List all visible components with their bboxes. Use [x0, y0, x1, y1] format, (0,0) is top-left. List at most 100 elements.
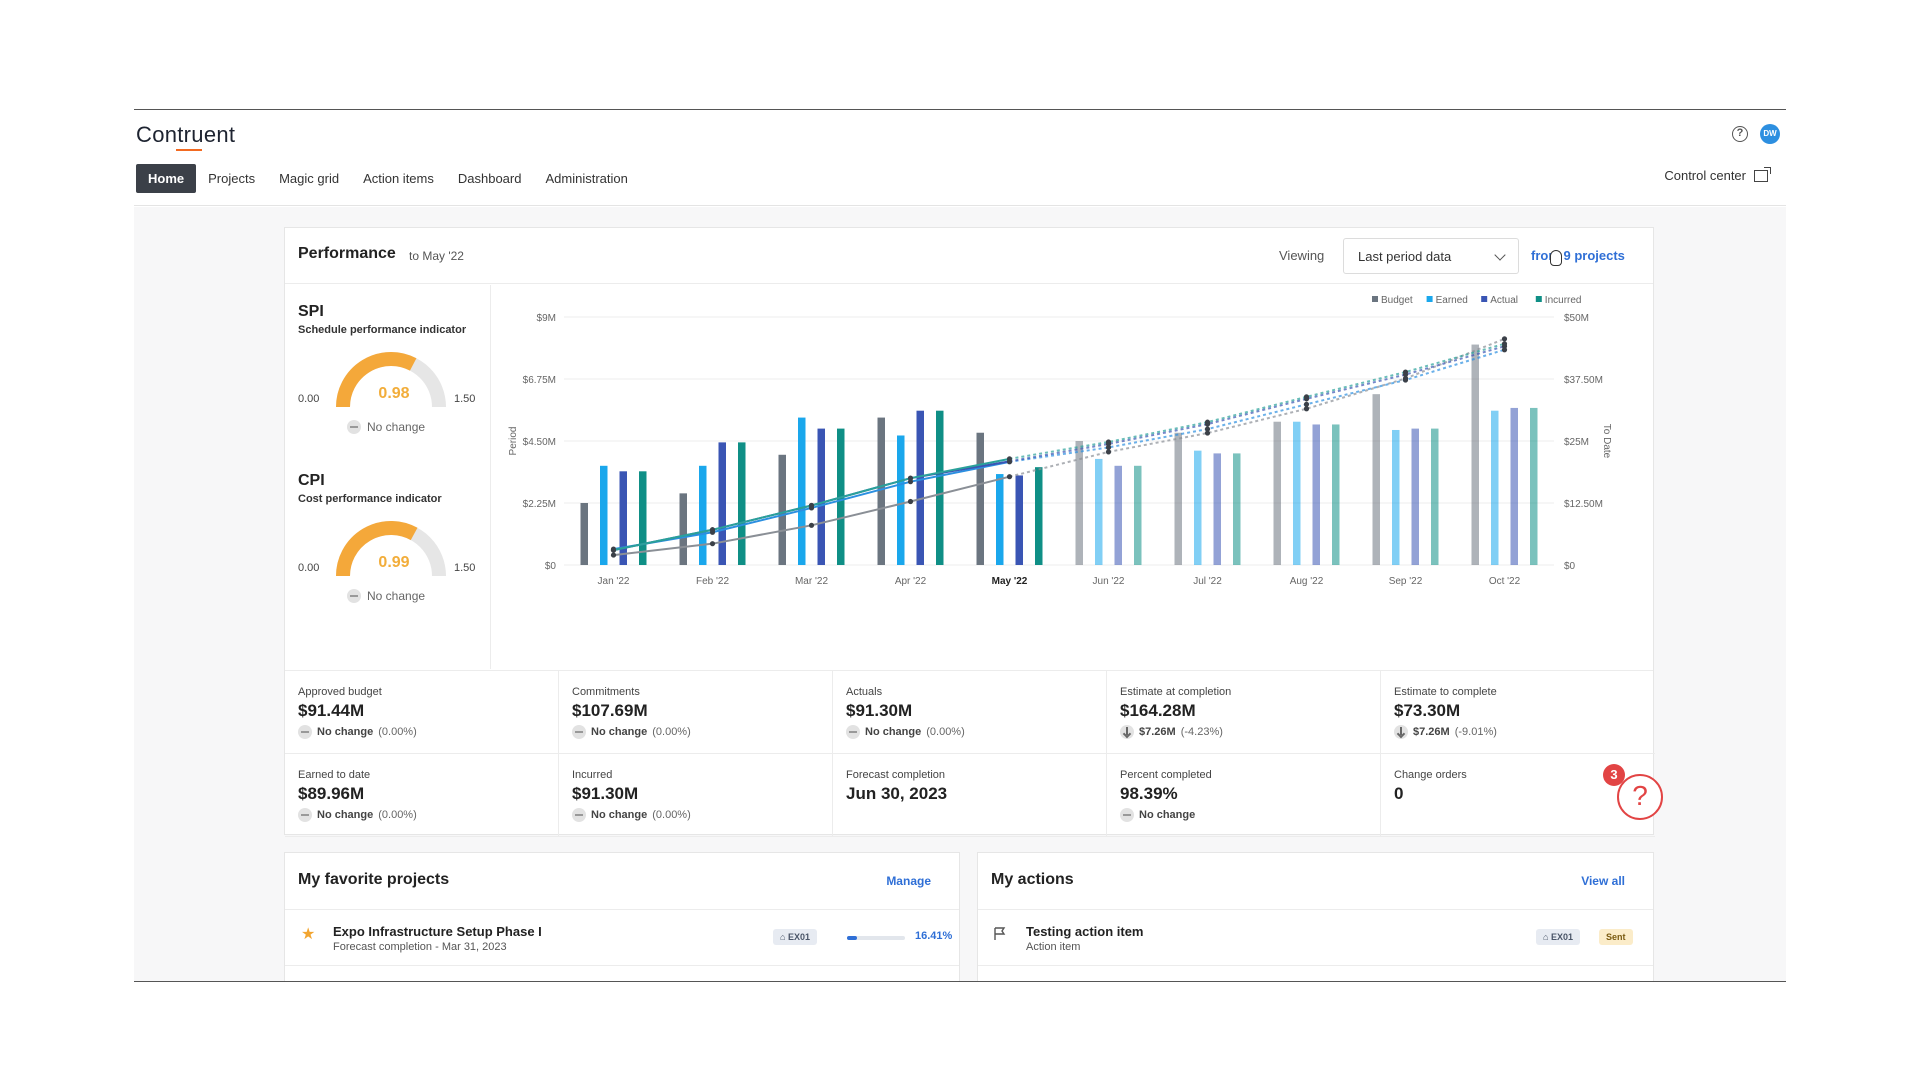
y2-tick-label: $37.50M — [1564, 375, 1603, 386]
metric-change-main: No change — [591, 809, 648, 821]
favorites-title: My favorite projects — [298, 871, 450, 888]
no-change-icon — [846, 725, 860, 739]
nav-administration[interactable]: Administration — [545, 171, 628, 186]
manage-link[interactable]: Manage — [886, 874, 931, 888]
action-name[interactable]: Testing action item — [1026, 924, 1144, 939]
bar-budget — [1372, 394, 1380, 565]
line-point — [1006, 456, 1013, 462]
metric-label: Change orders — [1394, 769, 1467, 781]
x-tick-label: Jul '22 — [1193, 576, 1222, 587]
line-point — [1501, 336, 1508, 342]
performance-card: Performance to May '22 Viewing Last peri… — [284, 227, 1655, 837]
star-icon[interactable]: ★ — [301, 926, 316, 943]
metric-change: No change (0.00%) — [846, 725, 965, 739]
project-name[interactable]: Expo Infrastructure Setup Phase I — [333, 924, 542, 939]
metric-cell: Actuals $91.30M No change (0.00%) — [833, 671, 1107, 754]
metric-value: 0 — [1394, 784, 1404, 803]
bar-earned — [1095, 458, 1103, 565]
bar-budget — [976, 432, 984, 565]
metric-label: Approved budget — [298, 686, 382, 698]
line-point — [1204, 419, 1211, 425]
project-progress-value: 16.41% — [915, 930, 953, 942]
metric-change: No change — [1120, 808, 1200, 822]
line-point — [610, 552, 617, 558]
metric-label: Estimate to complete — [1394, 686, 1497, 698]
x-tick-label: Mar '22 — [795, 576, 828, 587]
nav-home[interactable]: Home — [136, 164, 197, 193]
nav-magic-grid[interactable]: Magic grid — [279, 171, 340, 186]
line-forecast-earned — [1009, 348, 1505, 463]
metric-change: $7.26M (-9.01%) — [1394, 725, 1497, 739]
action-tag: ⌂ EX01 — [1536, 929, 1580, 945]
bar-incurred — [1035, 467, 1043, 565]
bar-actual — [916, 410, 924, 565]
pointer-cursor — [1550, 250, 1562, 266]
metric-change-sub: (-9.01%) — [1454, 726, 1497, 738]
bar-actual — [1411, 428, 1419, 565]
gauge-value: 0.99 — [378, 554, 410, 571]
actions-title: My actions — [991, 871, 1074, 888]
favorite-project-row[interactable]: ★ Expo Infrastructure Setup Phase I Fore… — [285, 910, 959, 966]
metric-change-sub: (0.00%) — [652, 809, 691, 821]
divider — [978, 909, 1653, 910]
metric-cell: Forecast completion Jun 30, 2023 — [833, 754, 1107, 837]
metric-change: No change (0.00%) — [298, 808, 417, 822]
action-item-row[interactable]: Testing action item Action item ⌂ EX01 S… — [978, 910, 1653, 966]
y2-tick-label: $12.50M — [1564, 499, 1603, 510]
performance-title: Performance — [298, 245, 396, 262]
line-point — [1303, 401, 1310, 407]
line-point — [1402, 369, 1409, 375]
brand-logo[interactable]: Contruent — [136, 122, 236, 147]
chevron-down-icon — [1494, 249, 1506, 261]
bar-earned — [600, 465, 608, 565]
bar-earned — [1491, 410, 1499, 565]
user-avatar[interactable]: DW — [1760, 124, 1780, 144]
top-icons: ? DW — [1732, 124, 1780, 144]
metric-change-sub: (0.00%) — [378, 726, 417, 738]
nav-projects[interactable]: Projects — [208, 171, 256, 186]
metric-label: Commitments — [572, 686, 640, 698]
bar-actual — [718, 442, 726, 565]
kpi-change: No change — [347, 420, 425, 434]
metric-value: 98.39% — [1120, 784, 1178, 803]
chart-svg: $0 $2.25M $4.50M $6.75M $9M $0 $12.50M $25M $37.… — [508, 295, 1612, 587]
projects-link[interactable]: from 9 projects — [1531, 248, 1625, 263]
no-change-icon — [347, 589, 361, 603]
line-point — [709, 541, 716, 547]
viewing-select[interactable]: Last period data — [1343, 238, 1519, 274]
x-tick-label: Jan '22 — [598, 576, 630, 587]
y-tick-label: $9M — [537, 313, 556, 324]
my-actions-card: My actions View all Testing action item … — [977, 852, 1654, 981]
help-fab-button[interactable]: ? — [1617, 774, 1663, 820]
metric-change: No change (0.00%) — [572, 808, 691, 822]
metric-change-sub: (-4.23%) — [1180, 726, 1223, 738]
metric-change: $7.26M (-4.23%) — [1120, 725, 1223, 739]
cpi-gauge — [336, 521, 446, 577]
x-tick-label: May '22 — [992, 576, 1028, 587]
legend-swatch — [1372, 296, 1378, 302]
nav-action-items[interactable]: Action items — [363, 171, 434, 186]
bar-budget — [1174, 432, 1182, 565]
main-nav: Home Projects Magic grid Action items Da… — [136, 164, 640, 193]
metric-value: $73.30M — [1394, 701, 1461, 720]
y2-tick-label: $50M — [1564, 313, 1589, 324]
arrow-down-icon — [1394, 725, 1408, 739]
line-point — [808, 502, 815, 509]
bar-budget — [679, 493, 687, 565]
view-all-link[interactable]: View all — [1581, 874, 1625, 888]
bar-incurred — [1332, 424, 1340, 565]
bar-budget — [778, 454, 786, 565]
metric-cell: Percent completed 98.39% No change — [1107, 754, 1381, 837]
legend-label: Earned — [1436, 295, 1468, 306]
metric-change: No change (0.00%) — [298, 725, 417, 739]
control-center-link[interactable]: Control center — [1664, 166, 1771, 183]
bar-earned — [1194, 450, 1202, 565]
metric-change-main: No change — [865, 726, 922, 738]
help-circle-icon[interactable]: ? — [1732, 126, 1748, 142]
nav-dashboard[interactable]: Dashboard — [457, 171, 522, 186]
y-tick-label: $2.25M — [523, 499, 556, 510]
building-icon: ⌂ — [1543, 932, 1551, 942]
line-point — [907, 498, 914, 505]
line-point — [808, 522, 815, 528]
bar-incurred — [1530, 407, 1538, 565]
